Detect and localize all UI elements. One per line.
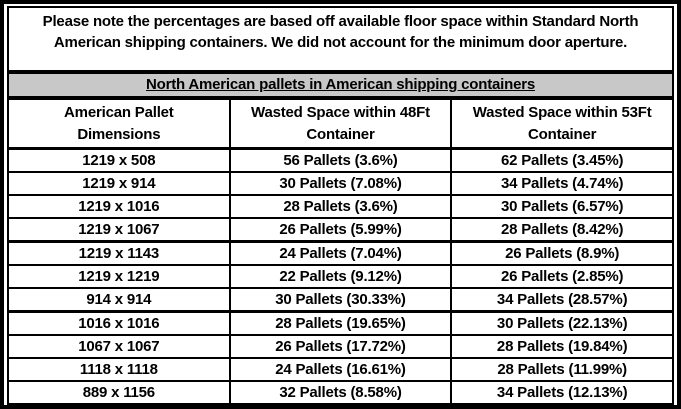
table-row: 1219 x 1016 28 Pallets (3.6%) 30 Pallets… xyxy=(7,194,674,219)
table-row: 1219 x 1067 26 Pallets (5.99%) 28 Pallet… xyxy=(7,217,674,243)
col-header-line: Wasted Space within 48Ft xyxy=(251,103,430,121)
pallet-dimensions-cell: 1219 x 508 xyxy=(7,147,231,173)
col-header-pallet-dimensions: American Pallet Dimensions xyxy=(7,98,231,150)
pallet-dimensions-cell: 1219 x 1143 xyxy=(7,240,231,266)
wasted-space-48ft-cell: 22 Pallets (9.12%) xyxy=(228,264,453,289)
wasted-space-48ft-cell: 56 Pallets (3.6%) xyxy=(228,147,453,173)
pallet-dimensions-cell: 914 x 914 xyxy=(7,287,231,313)
wasted-space-48ft-cell: 26 Pallets (17.72%) xyxy=(228,334,453,359)
wasted-space-53ft-cell: 26 Pallets (2.85%) xyxy=(450,264,674,289)
col-header-line: Container xyxy=(306,125,375,143)
header-row: American Pallet Dimensions Wasted Space … xyxy=(7,98,674,150)
wasted-space-53ft-cell: 30 Pallets (6.57%) xyxy=(450,194,674,219)
table-row: 889 x 1156 32 Pallets (8.58%) 34 Pallets… xyxy=(7,380,674,405)
pallet-dimensions-cell: 1219 x 1016 xyxy=(7,194,231,219)
wasted-space-53ft-cell: 62 Pallets (3.45%) xyxy=(450,147,674,173)
col-header-line: Wasted Space within 53Ft xyxy=(472,103,652,121)
col-header-line: Dimensions xyxy=(77,125,161,143)
wasted-space-53ft-cell: 28 Pallets (11.99%) xyxy=(450,357,674,382)
table-row: 914 x 914 30 Pallets (30.33%) 34 Pallets… xyxy=(7,287,674,313)
disclaimer-note: Please note the percentages are based of… xyxy=(7,6,674,70)
wasted-space-48ft-cell: 28 Pallets (19.65%) xyxy=(228,310,453,336)
wasted-space-53ft-cell: 34 Pallets (12.13%) xyxy=(450,380,674,405)
table-header: American Pallet Dimensions Wasted Space … xyxy=(7,98,674,150)
wasted-space-53ft-cell: 34 Pallets (28.57%) xyxy=(450,287,674,313)
wasted-space-48ft-cell: 26 Pallets (5.99%) xyxy=(228,217,453,243)
wasted-space-48ft-cell: 32 Pallets (8.58%) xyxy=(228,380,453,405)
pallet-dimensions-cell: 1118 x 1118 xyxy=(7,357,231,382)
wasted-space-53ft-cell: 28 Pallets (8.42%) xyxy=(450,217,674,243)
table-title-banner: North American pallets in American shipp… xyxy=(7,70,674,98)
pallet-data-table: American Pallet Dimensions Wasted Space … xyxy=(7,98,674,405)
wasted-space-53ft-cell: 28 Pallets (19.84%) xyxy=(450,334,674,359)
table-row: 1219 x 1219 22 Pallets (9.12%) 26 Pallet… xyxy=(7,264,674,289)
pallet-dimensions-cell: 1067 x 1067 xyxy=(7,334,231,359)
wasted-space-48ft-cell: 24 Pallets (7.04%) xyxy=(228,240,453,266)
wasted-space-48ft-cell: 24 Pallets (16.61%) xyxy=(228,357,453,382)
pallet-dimensions-cell: 1016 x 1016 xyxy=(7,310,231,336)
table-row: 1219 x 1143 24 Pallets (7.04%) 26 Pallet… xyxy=(7,240,674,266)
col-header-line: Container xyxy=(528,125,597,143)
pallet-dimensions-cell: 889 x 1156 xyxy=(7,380,231,405)
wasted-space-53ft-cell: 26 Pallets (8.9%) xyxy=(450,240,674,266)
col-header-48ft-wasted-space: Wasted Space within 48Ft Container xyxy=(228,98,453,150)
col-header-line: American Pallet xyxy=(64,103,174,121)
table-row: 1219 x 508 56 Pallets (3.6%) 62 Pallets … xyxy=(7,147,674,173)
wasted-space-53ft-cell: 30 Pallets (22.13%) xyxy=(450,310,674,336)
pallet-dimensions-cell: 1219 x 1067 xyxy=(7,217,231,243)
pallet-dimensions-cell: 1219 x 914 xyxy=(7,171,231,196)
table-row: 1118 x 1118 24 Pallets (16.61%) 28 Palle… xyxy=(7,357,674,382)
table-title: North American pallets in American shipp… xyxy=(145,76,535,93)
col-header-53ft-wasted-space: Wasted Space within 53Ft Container xyxy=(450,98,674,150)
wasted-space-48ft-cell: 28 Pallets (3.6%) xyxy=(228,194,453,219)
table-body: 1219 x 508 56 Pallets (3.6%) 62 Pallets … xyxy=(7,147,674,405)
table-row: 1219 x 914 30 Pallets (7.08%) 34 Pallets… xyxy=(7,171,674,196)
table-row: 1016 x 1016 28 Pallets (19.65%) 30 Palle… xyxy=(7,310,674,336)
pallet-dimensions-cell: 1219 x 1219 xyxy=(7,264,231,289)
wasted-space-53ft-cell: 34 Pallets (4.74%) xyxy=(450,171,674,196)
wasted-space-48ft-cell: 30 Pallets (30.33%) xyxy=(228,287,453,313)
table-row: 1067 x 1067 26 Pallets (17.72%) 28 Palle… xyxy=(7,334,674,359)
wasted-space-48ft-cell: 30 Pallets (7.08%) xyxy=(228,171,453,196)
